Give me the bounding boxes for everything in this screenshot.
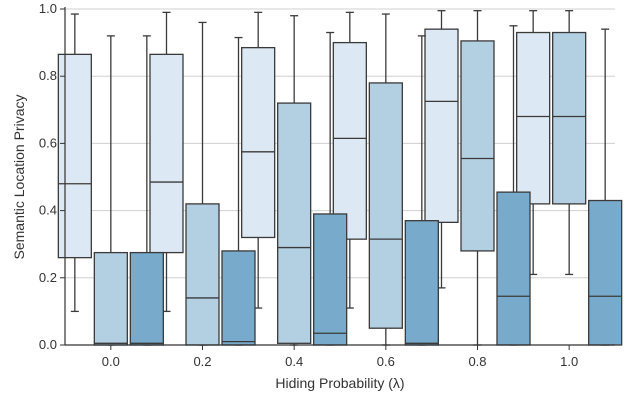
x-tick-labels: 0.0 0.2 0.4 0.6 0.8 1.0	[102, 345, 578, 369]
box	[460, 40, 495, 252]
box	[93, 251, 128, 346]
box-group	[57, 13, 92, 313]
box-group	[277, 15, 312, 346]
x-tick-label: 0.8	[468, 354, 486, 369]
box	[129, 251, 164, 346]
box-group	[221, 36, 256, 346]
x-tick-label: 0.0	[102, 354, 120, 369]
box	[552, 31, 587, 205]
box-group	[404, 35, 439, 346]
box-group	[185, 21, 220, 346]
y-tick-label: 0.2	[39, 270, 57, 285]
y-tick-label: 0.8	[39, 68, 57, 83]
box-group	[460, 10, 495, 346]
box	[221, 250, 256, 346]
box	[57, 53, 92, 259]
box-series	[57, 10, 623, 346]
box	[516, 31, 551, 205]
box	[185, 203, 220, 346]
box	[588, 199, 623, 346]
box-group	[241, 11, 276, 309]
x-axis-label: Hiding Probability (λ)	[275, 375, 404, 391]
box-group	[368, 13, 403, 346]
y-tick-label: 1.0	[39, 1, 57, 16]
y-axis-label: Semantic Location Privacy	[11, 95, 27, 260]
box	[424, 28, 459, 224]
box-group	[149, 11, 184, 313]
box-group	[332, 11, 367, 309]
y-tick-labels: 0.0 0.2 0.4 0.6 0.8 1.0	[39, 1, 65, 352]
x-tick-label: 0.6	[377, 354, 395, 369]
box	[149, 53, 184, 254]
box-group	[424, 10, 459, 289]
box	[368, 82, 403, 329]
y-tick-label: 0.6	[39, 135, 57, 150]
x-tick-label: 0.2	[193, 354, 211, 369]
axes	[64, 7, 615, 346]
box-group	[588, 28, 623, 346]
box	[404, 220, 439, 346]
box-group	[516, 10, 551, 276]
box-group	[552, 10, 587, 276]
box	[277, 102, 312, 344]
box-group	[93, 35, 128, 346]
box-group	[496, 25, 531, 346]
box	[241, 46, 276, 239]
x-tick-label: 1.0	[560, 354, 578, 369]
box	[313, 213, 348, 346]
x-tick-label: 0.4	[285, 354, 303, 369]
y-tick-label: 0.0	[39, 337, 57, 352]
y-tick-label: 0.4	[39, 203, 57, 218]
box	[496, 191, 531, 346]
box	[332, 41, 367, 240]
